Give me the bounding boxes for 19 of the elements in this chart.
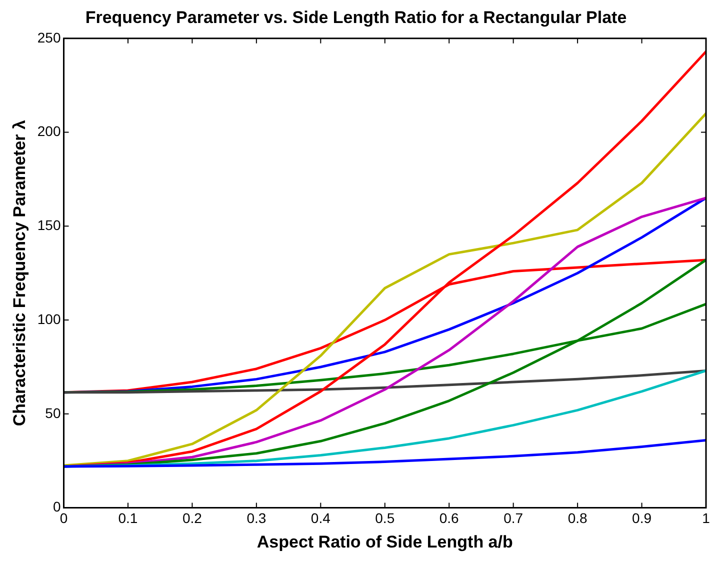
y-tick-label: 150 [37, 217, 61, 234]
chart-title: Frequency Parameter vs. Side Length Ratio for a Rectangular Plate [85, 8, 627, 27]
x-tick-label: 0.4 [310, 510, 331, 526]
x-tick-label: 0.2 [182, 510, 202, 526]
y-tick-label: 50 [45, 404, 61, 421]
y-axis-title: Characteristic Frequency Parameter λ [10, 119, 29, 426]
x-tick-label: 0.1 [118, 510, 138, 526]
x-tick-label: 0.8 [568, 510, 588, 526]
x-tick-label: 1 [702, 510, 710, 526]
x-tick-label: 0.3 [246, 510, 266, 526]
x-tick-label: 0.5 [375, 510, 395, 526]
x-axis-title: Aspect Ratio of Side Length a/b [256, 532, 513, 552]
y-tick-label: 250 [37, 29, 61, 46]
x-tick-label: 0.9 [632, 510, 652, 526]
y-tick-label: 200 [37, 123, 61, 140]
y-tick-label: 100 [37, 310, 61, 327]
x-tick-label: 0.6 [439, 510, 460, 526]
x-tick-label: 0.7 [504, 510, 524, 526]
y-tick-label: 0 [52, 498, 61, 515]
